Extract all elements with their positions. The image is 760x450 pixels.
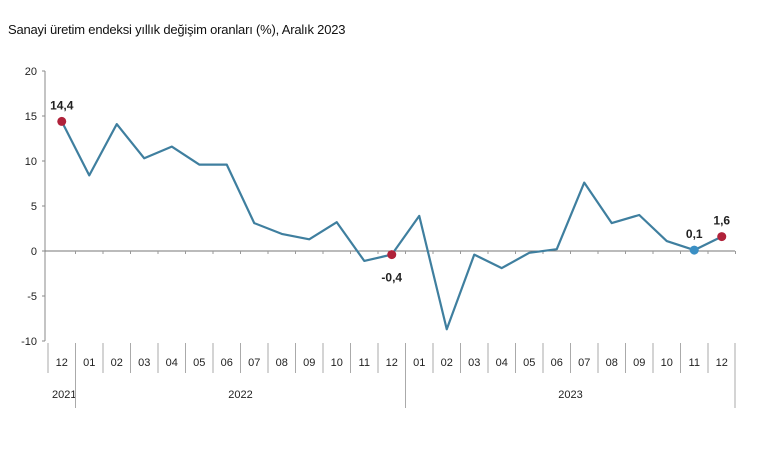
x-tick-label: 01 <box>83 357 95 369</box>
highlight-marker <box>717 232 727 242</box>
y-tick-label: 10 <box>25 156 37 168</box>
x-tick-label: 09 <box>633 357 645 369</box>
year-label: 2022 <box>228 389 252 401</box>
x-tick-label: 03 <box>138 357 150 369</box>
x-tick-label: 10 <box>331 357 343 369</box>
x-tick-label: 08 <box>606 357 618 369</box>
chart-title: Sanayi üretim endeksi yıllık değişim ora… <box>8 22 346 37</box>
x-tick-label: 11 <box>359 357 370 369</box>
x-tick-label: 01 <box>413 357 425 369</box>
highlight-marker <box>57 116 67 126</box>
x-tick-label: 12 <box>56 357 68 369</box>
series-line <box>60 120 723 331</box>
x-tick-label: 04 <box>166 357 178 369</box>
data-label: 14,4 <box>50 98 74 112</box>
year-label: 2021 <box>52 389 76 401</box>
highlight-marker <box>689 245 699 255</box>
x-tick-label: 10 <box>661 357 673 369</box>
data-label: -0,4 <box>381 271 402 285</box>
x-tick-label: 05 <box>193 357 205 369</box>
x-tick-label: 05 <box>523 357 535 369</box>
x-tick-label: 06 <box>221 357 233 369</box>
x-tick-label: 06 <box>551 357 563 369</box>
year-label: 2023 <box>558 389 582 401</box>
x-tick-label: 02 <box>111 357 123 369</box>
data-label: 1,6 <box>713 214 730 228</box>
y-tick-label: 5 <box>31 201 37 213</box>
x-tick-label: 11 <box>689 357 700 369</box>
y-tick-label: 15 <box>25 111 37 123</box>
y-tick-label: -5 <box>27 291 37 303</box>
x-tick-label: 07 <box>578 357 590 369</box>
x-tick-label: 02 <box>441 357 453 369</box>
y-tick-label: 20 <box>25 66 37 78</box>
x-tick-label: 09 <box>303 357 315 369</box>
x-tick-label: 08 <box>276 357 288 369</box>
y-tick-label: -10 <box>21 336 37 348</box>
x-tick-label: 12 <box>716 357 728 369</box>
x-tick-label: 12 <box>386 357 398 369</box>
data-label: 0,1 <box>686 227 703 241</box>
x-tick-label: 04 <box>496 357 508 369</box>
x-tick-label: 07 <box>248 357 260 369</box>
y-tick-label: 0 <box>31 246 37 258</box>
x-tick-label: 03 <box>468 357 480 369</box>
highlight-marker <box>387 250 397 260</box>
